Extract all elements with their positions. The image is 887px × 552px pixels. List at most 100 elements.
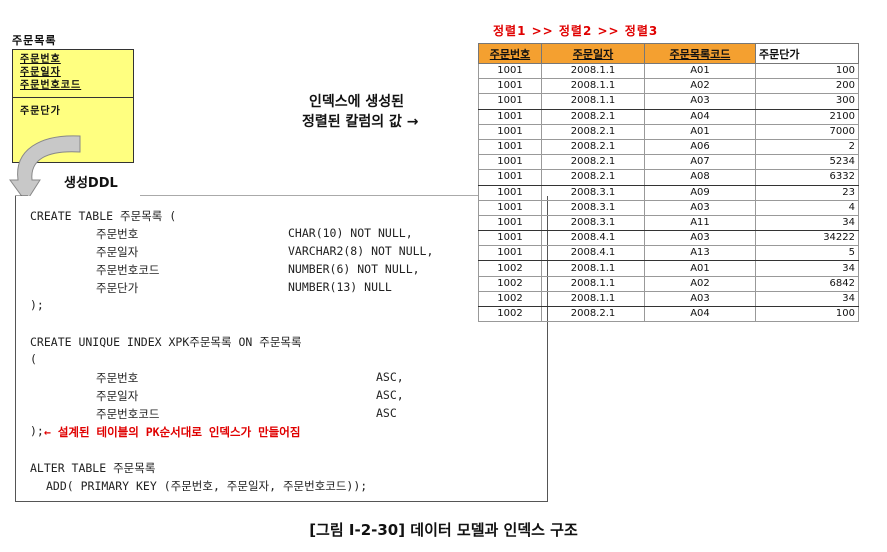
- table-cell: 2008.2.1: [541, 169, 645, 186]
- ddl-open-paren: (: [30, 352, 37, 366]
- table-row: 1001 2008.3.1 A09 23: [478, 184, 859, 201]
- table-row: 1002 2008.1.1 A03 34: [478, 290, 859, 308]
- table-cell: 1001: [478, 108, 542, 125]
- table-cell: 2008.3.1: [541, 184, 645, 201]
- table-cell: 2008.1.1: [541, 275, 645, 292]
- table-cell: 34: [755, 260, 859, 277]
- table-cell: 6332: [755, 169, 859, 186]
- ddl-index-column: 주문번호: [96, 371, 139, 385]
- table-cell: 1002: [478, 305, 542, 323]
- table-cell: 2008.1.1: [541, 93, 645, 110]
- table-cell: A04: [644, 305, 756, 323]
- table-row: 1001 2008.2.1 A08 6332: [478, 169, 859, 186]
- table-cell: A01: [644, 260, 756, 277]
- ddl-column-type: NUMBER(6) NOT NULL,: [288, 262, 420, 276]
- table-cell: A06: [644, 138, 756, 156]
- table-row: 1001 2008.3.1 A03 4: [478, 199, 859, 216]
- ddl-create-index: CREATE UNIQUE INDEX XPK주문목록 ON 주문목록: [30, 335, 302, 349]
- column-header: 주문목록코드: [644, 43, 756, 64]
- entity-attribute: 주문단가: [20, 106, 61, 117]
- ddl-index-note: ← 설계된 테이블의 PK순서대로 인덱스가 만들어짐: [44, 425, 301, 439]
- table-cell: 7000: [755, 123, 859, 140]
- curved-arrow-icon: [9, 135, 81, 203]
- entity-pk-column: 주문일자: [20, 67, 61, 78]
- table-cell: 1001: [478, 154, 542, 171]
- table-row: 1002 2008.2.1 A04 100: [478, 305, 859, 323]
- table-cell: A03: [644, 93, 756, 110]
- table-cell: 2008.4.1: [541, 230, 645, 247]
- ddl-index-order: ASC,: [376, 370, 404, 384]
- table-cell: 4: [755, 199, 859, 216]
- table-cell: 100: [755, 62, 859, 80]
- table-cell: A03: [644, 199, 756, 216]
- entity-pk-column: 주문번호: [20, 54, 61, 65]
- index-caption-line2: 정렬된 칼럼의 값 →: [302, 114, 419, 130]
- table-cell: 34: [755, 290, 859, 308]
- table-cell: 300: [755, 93, 859, 110]
- table-cell: 2008.4.1: [541, 245, 645, 262]
- ddl-column-name: 주문일자: [96, 245, 139, 259]
- table-row: 1001 2008.1.1 A01 100: [478, 62, 859, 80]
- table-cell: A13: [644, 245, 756, 262]
- table-cell: 1001: [478, 245, 542, 262]
- table-cell: 2008.3.1: [541, 199, 645, 216]
- table-cell: A07: [644, 154, 756, 171]
- table-cell: 34222: [755, 230, 859, 247]
- table-cell: 200: [755, 78, 859, 95]
- ddl-column-name: 주문번호: [96, 227, 139, 241]
- table-cell: 1002: [478, 290, 542, 308]
- table-cell: 1001: [478, 184, 542, 201]
- table-cell: A01: [644, 62, 756, 80]
- table-cell: 1001: [478, 199, 542, 216]
- table-cell: A02: [644, 275, 756, 292]
- table-cell: 1001: [478, 214, 542, 232]
- table-cell: 1001: [478, 169, 542, 186]
- table-row: 1001 2008.2.1 A01 7000: [478, 123, 859, 140]
- entity-pk-section: 주문번호 주문일자 주문번호코드: [13, 50, 133, 98]
- table-cell: 34: [755, 214, 859, 232]
- table-cell: A03: [644, 230, 756, 247]
- table-cell: 1001: [478, 93, 542, 110]
- index-caption-line1: 인덱스에 생성된: [309, 94, 405, 110]
- table-row: 1002 2008.1.1 A01 34: [478, 260, 859, 277]
- table-cell: 2008.2.1: [541, 154, 645, 171]
- table-cell: 2008.2.1: [541, 123, 645, 140]
- table-cell: A01: [644, 123, 756, 140]
- ddl-label: 생성DDL: [64, 176, 118, 191]
- table-row: 1001 2008.1.1 A02 200: [478, 78, 859, 95]
- table-cell: 1001: [478, 230, 542, 247]
- table-cell: A03: [644, 290, 756, 308]
- table-cell: A02: [644, 78, 756, 95]
- table-cell: 1001: [478, 123, 542, 140]
- entity-pk-column: 주문번호코드: [20, 80, 82, 91]
- column-header: 주문일자: [541, 43, 645, 64]
- table-cell: 2008.2.1: [541, 305, 645, 323]
- sort-order-header: 정렬1 >> 정렬2 >> 정렬3: [493, 24, 659, 38]
- table-cell: 1002: [478, 275, 542, 292]
- ddl-column-type: CHAR(10) NOT NULL,: [288, 226, 413, 240]
- ddl-index-close: );: [30, 424, 44, 438]
- table-cell: A09: [644, 184, 756, 201]
- ddl-alter-table: ALTER TABLE 주문목록: [30, 461, 156, 475]
- ddl-column-name: 주문번호코드: [96, 263, 160, 277]
- column-header: 주문번호: [478, 43, 542, 64]
- table-row: 1001 2008.2.1 A06 2: [478, 138, 859, 156]
- table-cell: A08: [644, 169, 756, 186]
- table-cell: 2008.1.1: [541, 260, 645, 277]
- table-row: 1001 2008.2.1 A04 2100: [478, 108, 859, 125]
- table-cell: 2: [755, 138, 859, 156]
- table-cell: 6842: [755, 275, 859, 292]
- column-header: 주문단가: [755, 43, 859, 64]
- entity-title: 주문목록: [12, 34, 57, 47]
- ddl-column-type: NUMBER(13) NULL: [288, 280, 392, 294]
- ddl-code-box: CREATE TABLE 주문목록 ( 주문번호 CHAR(10) NOT NU…: [15, 196, 548, 502]
- table-cell: 2100: [755, 108, 859, 125]
- table-cell: A04: [644, 108, 756, 125]
- table-cell: 1001: [478, 138, 542, 156]
- table-cell: 2008.2.1: [541, 108, 645, 125]
- ddl-index-column: 주문일자: [96, 389, 139, 403]
- table-cell: 100: [755, 305, 859, 323]
- table-cell: 1001: [478, 78, 542, 95]
- ddl-index-order: ASC: [376, 406, 397, 420]
- table-cell: 5234: [755, 154, 859, 171]
